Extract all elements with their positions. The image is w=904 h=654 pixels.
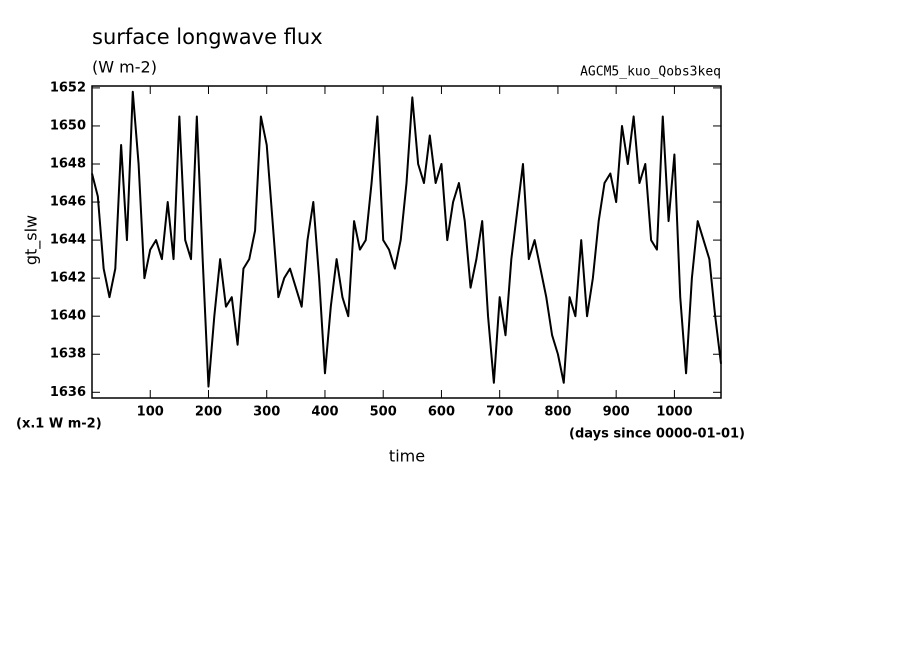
x-tick-label: 900 — [603, 405, 630, 420]
x-tick-label: 700 — [486, 405, 513, 420]
x-axis-label: time — [389, 447, 425, 466]
x-tick-label: 600 — [428, 405, 455, 420]
x-tick-label: 300 — [253, 405, 280, 420]
plot-frame — [91, 85, 722, 399]
y-tick-label: 1652 — [50, 80, 86, 95]
data-line — [91, 90, 722, 388]
x-unit-label: (days since 0000-01-01) — [569, 427, 745, 442]
y-unit-label: (x.1 W m-2) — [16, 417, 102, 432]
x-tick-label: 100 — [137, 405, 164, 420]
y-tick-label: 1644 — [50, 233, 86, 248]
y-axis-label: gt_slw — [22, 215, 42, 265]
y-tick-label: 1642 — [50, 271, 86, 286]
x-tick-label: 500 — [370, 405, 397, 420]
subtitle: (W m-2) — [92, 58, 157, 77]
x-tick-label: 800 — [544, 405, 571, 420]
y-tick-label: 1646 — [50, 195, 86, 210]
x-tick-label: 200 — [195, 405, 222, 420]
x-tick-label: 1000 — [656, 405, 692, 420]
y-tick-label: 1638 — [50, 347, 86, 362]
y-tick-label: 1636 — [50, 385, 86, 400]
chart-title: surface longwave flux — [92, 25, 323, 49]
y-tick-label: 1650 — [50, 118, 86, 133]
y-tick-label: 1640 — [50, 309, 86, 324]
x-tick-label: 400 — [311, 405, 338, 420]
annotation: AGCM5_kuo_Qobs3keq — [580, 65, 721, 80]
y-tick-label: 1648 — [50, 157, 86, 172]
